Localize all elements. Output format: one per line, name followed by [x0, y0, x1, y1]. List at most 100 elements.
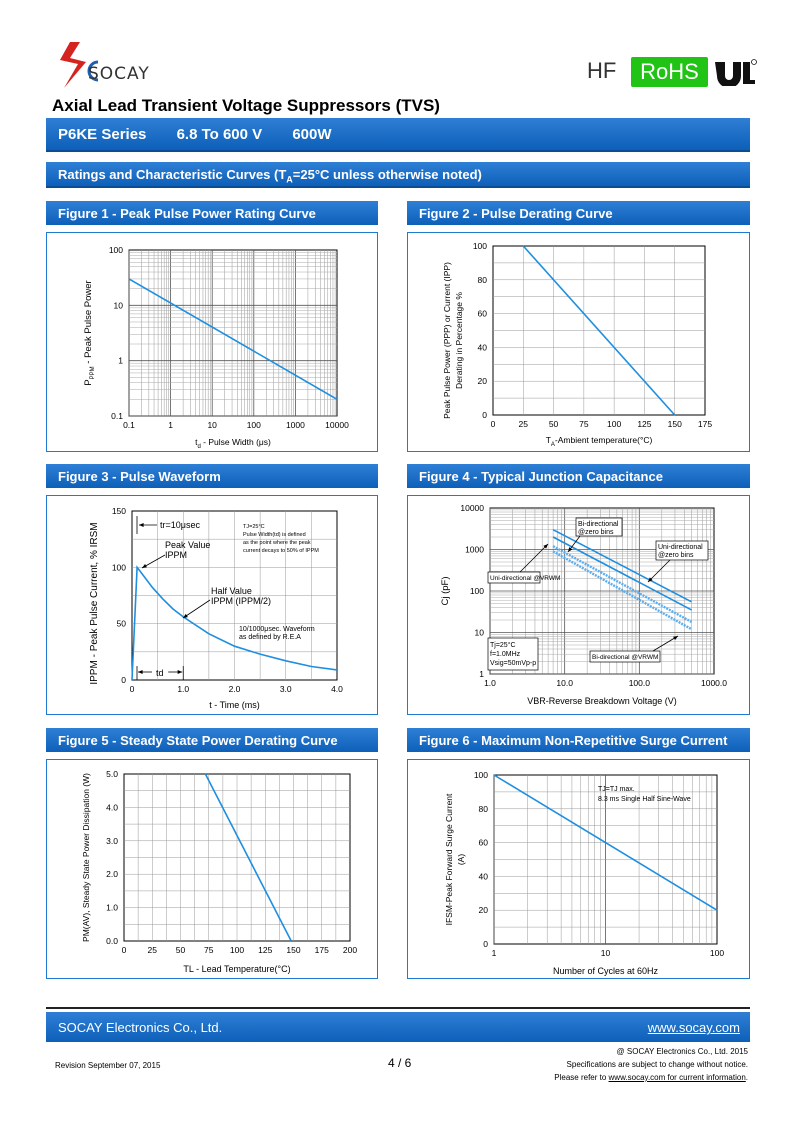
page-title: Axial Lead Transient Voltage Suppressors…	[52, 96, 440, 115]
bi-vrwm-label-box	[589, 650, 661, 663]
uni-vrwm-label: Uni-directional @VRWM	[490, 575, 560, 582]
y-axis-label: IPPM - Peak Pulse Current, % IRSM	[89, 522, 100, 684]
x-axis-label: VBR-Reverse Breakdown Voltage (V)	[527, 696, 677, 706]
y-axis-label: PPPM - Peak Pulse Power	[83, 280, 96, 385]
y-axis-label: PM(AV), Steady State Power Dissipation (…	[81, 773, 91, 942]
footer-bar: SOCAY Electronics Co., Ltd. www.socay.co…	[46, 1012, 750, 1042]
y-tick-label: 40	[479, 871, 489, 881]
figure-5-chart: 0 25 50 75 100 125 150 175 200 0.0 1.0 2.0 3.0 4.0 5.0…	[46, 759, 378, 979]
ratings-sub: A	[286, 174, 293, 185]
y-tick-label: 1.0	[106, 903, 118, 913]
y-tick-label: 4.0	[106, 802, 118, 812]
x-tick-label: 1000	[286, 420, 305, 430]
logo-c-mark	[87, 60, 99, 82]
series-name: P6KE Series	[58, 126, 147, 143]
uni-zero-label-box	[655, 540, 709, 561]
x-tick-label: 10	[207, 420, 217, 430]
peak-label-1: Peak Value	[165, 540, 210, 550]
x-axis-label: Number of Cycles at 60Hz	[553, 966, 659, 976]
y-tick-label: 100	[109, 245, 123, 255]
uni-zero-label-2: @zero bins	[658, 552, 694, 559]
half-label-1: Half Value	[211, 586, 252, 596]
series-line-2	[552, 536, 692, 611]
note-line-1: TJ=25°C	[243, 524, 265, 530]
x-tick-label: 25	[519, 419, 529, 429]
bi-zero-label-1: Bi-directional	[578, 521, 619, 528]
x-tick-label: 10	[601, 948, 611, 958]
tr-arrow-head	[139, 523, 144, 527]
rohs-badge: RoHS	[631, 57, 708, 87]
figure-1-title: Figure 1 - Peak Pulse Power Rating Curve	[46, 201, 378, 225]
half-label-2: IPPM (IPPM/2)	[211, 596, 271, 606]
y-tick-label: 100	[112, 562, 126, 572]
bi-vrwm-arrow-head	[673, 636, 678, 641]
footer-website-link[interactable]: www.socay.com	[647, 1020, 740, 1035]
figure-3-chart: 0 1.0 2.0 3.0 4.0 0 50 100 150 t - Time (ms) IPPM …	[46, 495, 378, 715]
x-tick-label: 0.1	[123, 420, 135, 430]
condition-box	[487, 637, 539, 671]
ratings-prefix: Ratings and Characteristic Curves (T	[58, 167, 287, 182]
series-line	[128, 278, 338, 400]
x-tick-label: 100	[607, 419, 621, 429]
series-line-4	[552, 550, 693, 631]
x-tick-label: 1	[168, 420, 173, 430]
x-tick-label: 1	[492, 948, 497, 958]
figure-5-title: Figure 5 - Steady State Power Derating C…	[46, 728, 378, 752]
x-tick-label: 50	[549, 419, 559, 429]
x-tick-label: 0	[130, 684, 135, 694]
figure-6-title: Figure 6 - Maximum Non-Repetitive Surge …	[407, 728, 750, 752]
figure-2-title: Figure 2 - Pulse Derating Curve	[407, 201, 750, 225]
x-tick-label: 1.0	[484, 678, 496, 688]
x-tick-label: 0	[122, 945, 127, 955]
y-tick-label: 1000	[465, 545, 484, 555]
y-tick-label: 100	[470, 586, 484, 596]
y-axis-label-line2: (A)	[456, 854, 466, 866]
y-tick-label: 0	[483, 939, 488, 949]
x-tick-label: 100.0	[629, 678, 651, 688]
plot-frame	[128, 249, 338, 417]
x-tick-label: 75	[204, 945, 214, 955]
series-line	[131, 565, 338, 681]
x-tick-label: 175	[698, 419, 712, 429]
ratings-bar: Ratings and Characteristic Curves (TA=25…	[46, 162, 750, 188]
series-line	[204, 773, 292, 942]
x-tick-label: 100	[230, 945, 244, 955]
logo-s-mark	[60, 42, 86, 88]
bi-zero-label-box	[575, 517, 623, 537]
y-tick-label: 20	[478, 376, 488, 386]
y-tick-label: 0	[121, 675, 126, 685]
figure-3-title: Figure 3 - Pulse Waveform	[46, 464, 378, 488]
half-arrow	[182, 599, 211, 619]
ul-recognized-icon	[715, 59, 757, 86]
x-tick-label: 3.0	[280, 684, 292, 694]
series-power: 600W	[292, 126, 332, 143]
x-tick-label: 125	[637, 419, 651, 429]
y-tick-label: 5.0	[106, 769, 118, 779]
refer-link[interactable]: www.socay.com for current information	[608, 1073, 746, 1082]
refer-prefix: Please refer to	[554, 1073, 609, 1082]
condition-line-1: Tj=25°C	[490, 641, 516, 649]
refer-notice: Please refer to www.socay.com for curren…	[554, 1073, 748, 1082]
note-line-2: 8.3 ms Single Half Sine-Wave	[598, 796, 691, 803]
x-axis-label: TL - Lead Temperature(°C)	[183, 964, 290, 974]
figure-6-chart: 1 10 100 0 20 40 60 80 100 Number of Cycles at 60…	[407, 759, 750, 979]
y-axis-label-line1: Peak Pulse Power (PPP) or Current (IPP)	[442, 262, 452, 419]
peak-label-2: IPPM	[165, 550, 187, 560]
x-axis-label: t - Time (ms)	[209, 700, 260, 710]
y-tick-label: 80	[479, 804, 489, 814]
y-tick-label: 0	[482, 410, 487, 420]
y-tick-label: 3.0	[106, 836, 118, 846]
bi-vrwm-arrow	[652, 635, 679, 652]
condition-line-3: Vsig=50mVp-p	[490, 660, 536, 667]
refer-suffix: .	[745, 1073, 748, 1082]
x-tick-label: 10.0	[556, 678, 573, 688]
y-tick-label: 10	[114, 300, 124, 310]
y-tick-label: 80	[478, 275, 488, 285]
ratings-suffix: =25°C unless otherwise noted)	[292, 167, 482, 182]
note-line-3: as the point where the peak	[243, 540, 311, 546]
uni-zero-label-1: Uni-directional	[658, 544, 703, 551]
uni-vrwm-arrow-head	[543, 544, 548, 549]
waveform-line-2: as defined by R.E.A	[239, 634, 301, 641]
x-tick-label: 75	[579, 419, 589, 429]
footer-company: SOCAY Electronics Co., Ltd.	[58, 1020, 223, 1035]
